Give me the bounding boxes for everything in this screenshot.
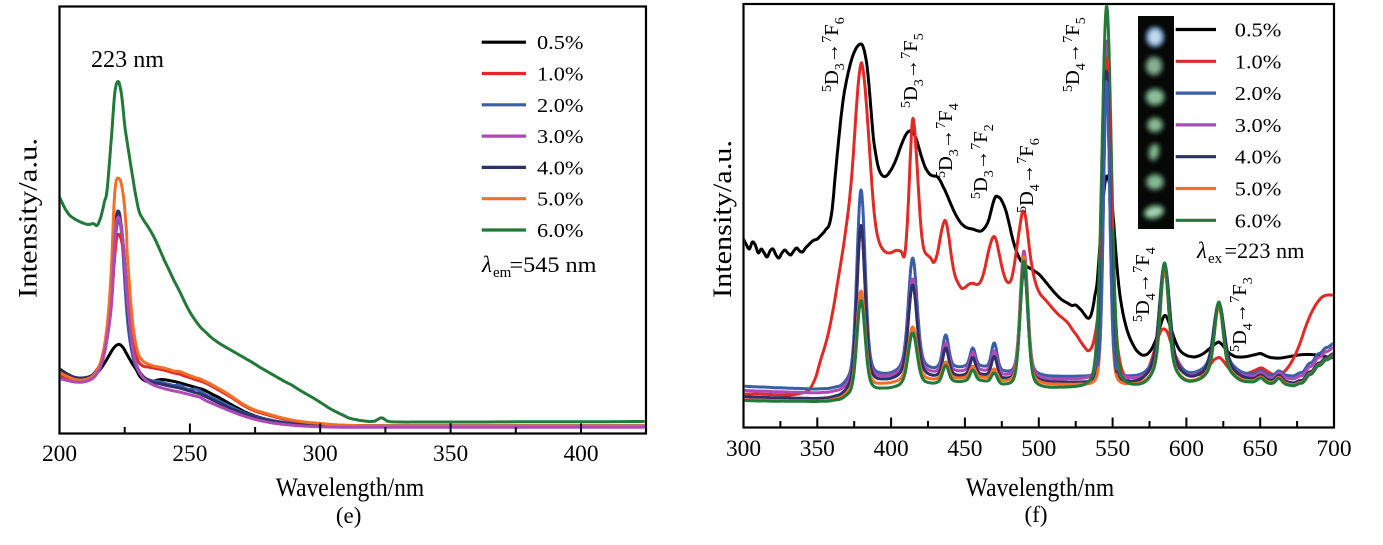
svg-text:λ: λ: [481, 252, 492, 277]
svg-text:3.0%: 3.0%: [537, 126, 584, 148]
svg-text:2.0%: 2.0%: [537, 95, 584, 117]
svg-text:350: 350: [433, 441, 468, 467]
svg-text:3.0%: 3.0%: [1235, 115, 1282, 137]
svg-text:200: 200: [42, 441, 77, 467]
svg-text:4.0%: 4.0%: [537, 157, 584, 179]
svg-text:700: 700: [1316, 436, 1351, 462]
svg-text:=545 nm: =545 nm: [510, 252, 597, 277]
svg-text:5D3→7F6: 5D3→7F6: [820, 17, 848, 92]
svg-text:4.0%: 4.0%: [1235, 147, 1282, 169]
svg-text:Intensity/a.u.: Intensity/a.u.: [14, 138, 43, 298]
svg-text:600: 600: [1169, 436, 1204, 462]
svg-text:550: 550: [1095, 436, 1130, 462]
svg-text:500: 500: [1021, 436, 1056, 462]
svg-text:6.0%: 6.0%: [537, 220, 584, 242]
svg-text:5D3→7F2: 5D3→7F2: [969, 124, 997, 199]
svg-text:5.0%: 5.0%: [537, 189, 584, 211]
svg-text:5.0%: 5.0%: [1235, 179, 1282, 201]
svg-text:5D4→7F3: 5D4→7F3: [1228, 277, 1256, 352]
svg-text:5D3→7F4: 5D3→7F4: [934, 103, 962, 178]
svg-text:em: em: [493, 265, 512, 281]
svg-text:2.0%: 2.0%: [1235, 83, 1282, 105]
svg-text:400: 400: [874, 436, 909, 462]
svg-text:0.5%: 0.5%: [537, 32, 584, 54]
svg-text:450: 450: [947, 436, 982, 462]
svg-text:Wavelength/nm: Wavelength/nm: [966, 473, 1115, 502]
svg-text:5D4→7F4: 5D4→7F4: [1131, 247, 1159, 322]
svg-text:250: 250: [172, 441, 207, 467]
svg-text:5D4→7F5: 5D4→7F5: [1061, 17, 1089, 92]
svg-text:Intensity/a.u.: Intensity/a.u.: [708, 140, 737, 298]
svg-text:Wavelength/nm: Wavelength/nm: [276, 473, 425, 502]
svg-text:300: 300: [303, 441, 338, 467]
svg-text:350: 350: [800, 436, 835, 462]
svg-text:0.5%: 0.5%: [1235, 20, 1282, 42]
svg-text:223 nm: 223 nm: [91, 47, 164, 73]
svg-text:ex: ex: [1208, 251, 1223, 267]
svg-text:5D4→7F6: 5D4→7F6: [1015, 138, 1043, 213]
svg-text:1.0%: 1.0%: [1235, 51, 1282, 73]
svg-text:650: 650: [1243, 436, 1278, 462]
svg-text:(e): (e): [336, 503, 362, 528]
svg-text:1.0%: 1.0%: [537, 64, 584, 86]
svg-text:=223 nm: =223 nm: [1225, 238, 1305, 263]
svg-text:5D3→7F5: 5D3→7F5: [899, 33, 927, 108]
svg-text:λ: λ: [1196, 238, 1207, 263]
svg-text:(f): (f): [1025, 502, 1048, 527]
svg-text:400: 400: [563, 441, 598, 467]
svg-text:6.0%: 6.0%: [1235, 210, 1282, 232]
svg-text:300: 300: [726, 436, 761, 462]
